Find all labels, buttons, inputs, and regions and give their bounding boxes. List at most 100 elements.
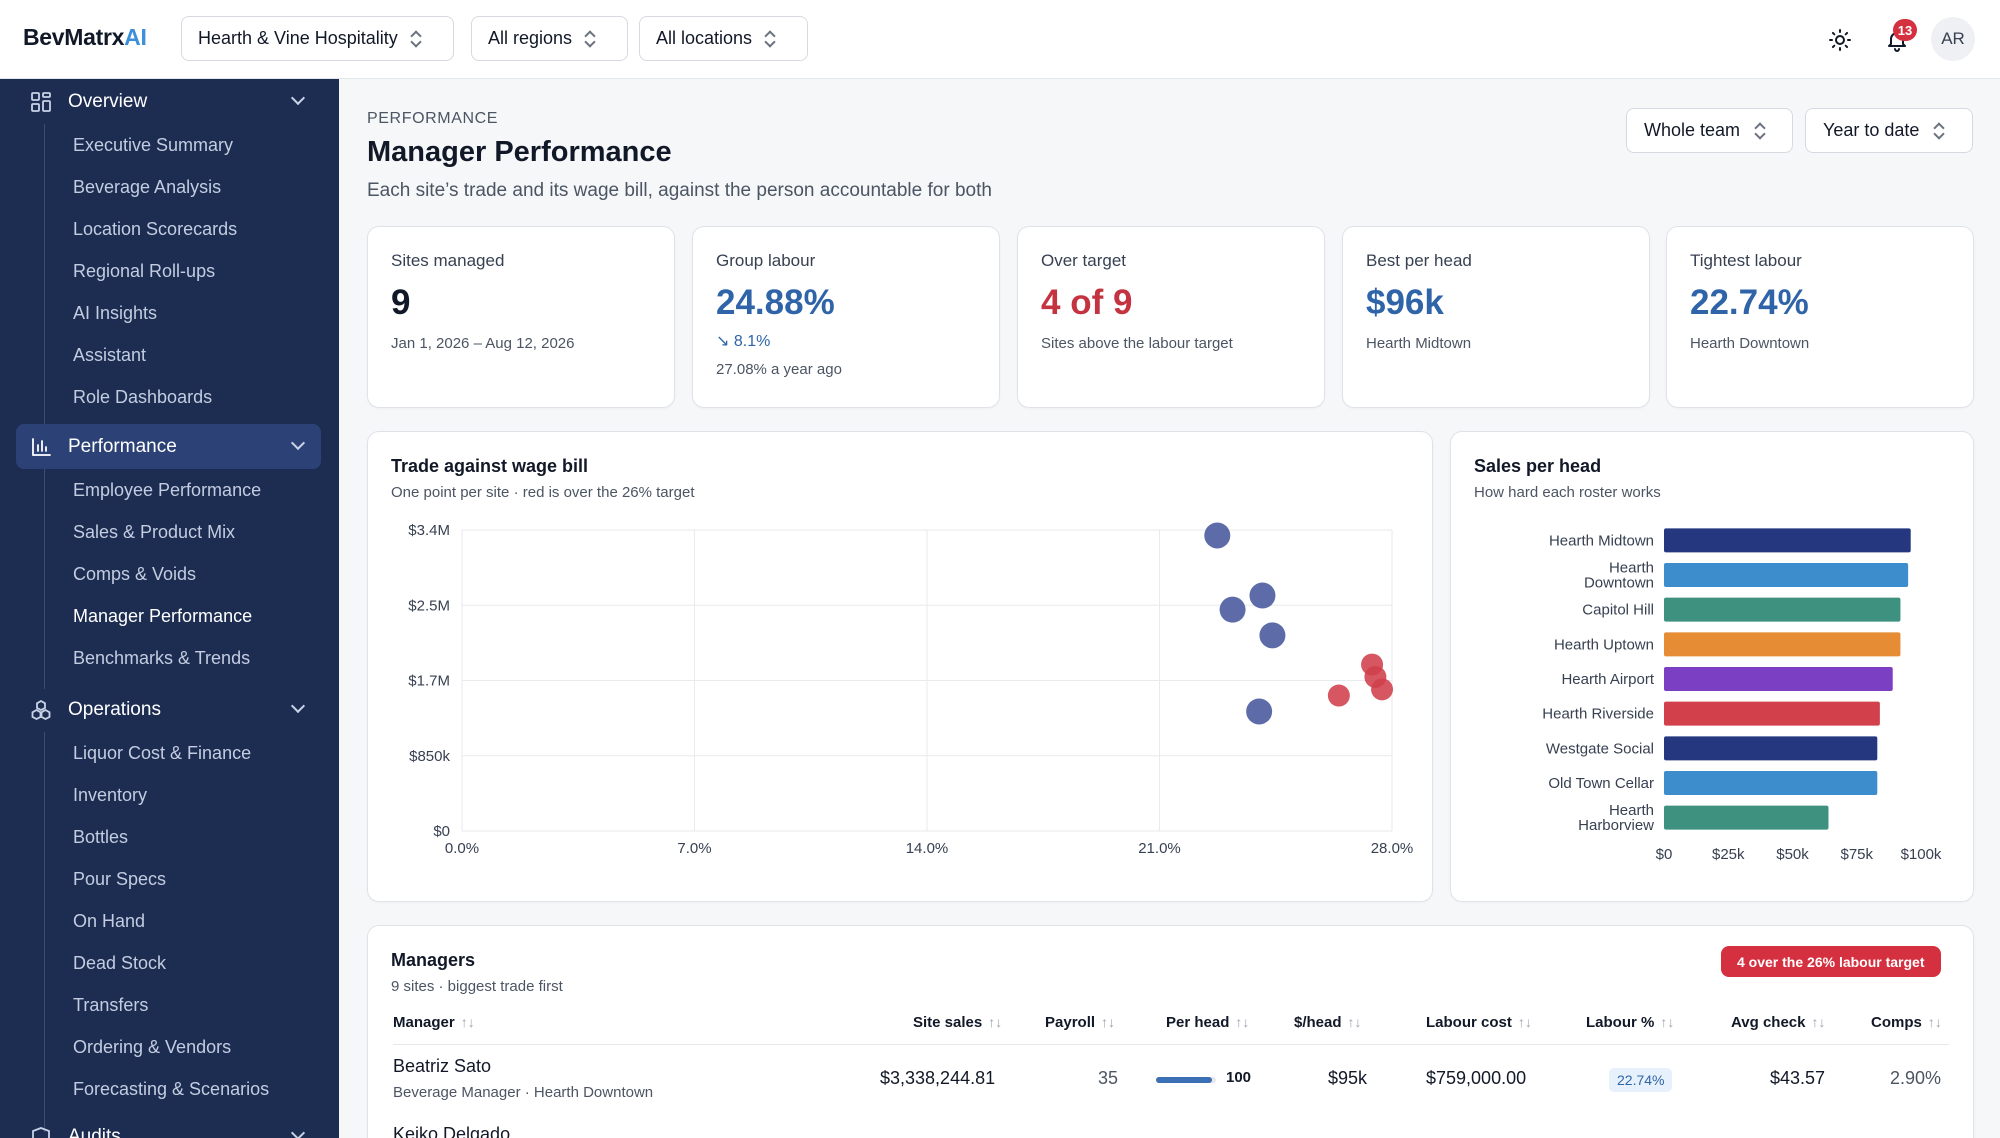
location-select-value: All locations bbox=[656, 28, 753, 48]
kpi-card-over-target: Over target 4 of 9 Sites above the labou… bbox=[1017, 226, 1325, 408]
sidebar-item-ai-insights[interactable]: AI Insights bbox=[73, 303, 158, 323]
sidebar-item-bottles[interactable]: Bottles bbox=[73, 827, 129, 847]
sidebar-item-dead-stock[interactable]: Dead Stock bbox=[73, 953, 167, 973]
sidebar-item-transfers[interactable]: Transfers bbox=[73, 995, 149, 1015]
manager-name[interactable]: Keiko Delgado bbox=[393, 1124, 511, 1138]
sidebar-item-on-hand[interactable]: On Hand bbox=[73, 911, 146, 931]
y-tick-label: $2.5M bbox=[408, 597, 450, 614]
sidebar-item-beverage-analysis[interactable]: Beverage Analysis bbox=[73, 177, 222, 197]
cell-payroll: 35 bbox=[1098, 1068, 1119, 1088]
user-avatar[interactable]: AR bbox=[1931, 17, 1975, 61]
column-header-comps[interactable]: Comps ↑↓ bbox=[1871, 1014, 1942, 1031]
bar bbox=[1664, 805, 1829, 830]
sidebar-tree-line bbox=[44, 732, 45, 1132]
chevron-down-icon bbox=[290, 1125, 306, 1138]
sidebar-item-regional-rollups[interactable]: Regional Roll-ups bbox=[73, 261, 216, 281]
chart-title: Trade against wage bill bbox=[391, 456, 589, 476]
category-label: Hearth Midtown bbox=[1549, 532, 1654, 549]
bar bbox=[1664, 597, 1901, 622]
kpi-label: Tightest labour bbox=[1690, 251, 1802, 270]
chevron-down-icon bbox=[290, 435, 306, 451]
column-header-site-sales[interactable]: Site sales ↑↓ bbox=[913, 1014, 1003, 1031]
theme-toggle-sun-icon[interactable] bbox=[1822, 22, 1858, 58]
kpi-value: $96k bbox=[1366, 283, 1444, 322]
column-header-labour-pct[interactable]: Labour % ↑↓ bbox=[1586, 1014, 1675, 1031]
column-header-labour-cost[interactable]: Labour cost ↑↓ bbox=[1426, 1014, 1532, 1031]
organization-select-value: Hearth & Vine Hospitality bbox=[198, 28, 398, 48]
top-bar: BevMatrxAI Hearth & Vine Hospitality All… bbox=[0, 0, 2000, 79]
sidebar-group-label: Overview bbox=[68, 90, 148, 112]
sidebar-group-performance[interactable]: Performance bbox=[16, 424, 321, 469]
sidebar-item-sales-product-mix[interactable]: Sales & Product Mix bbox=[73, 522, 236, 542]
column-header-dollar-per-head[interactable]: $/head ↑↓ bbox=[1294, 1014, 1362, 1031]
page-title: Manager Performance bbox=[367, 136, 672, 168]
sidebar-group-label: Operations bbox=[68, 698, 161, 720]
sidebar-item-role-dashboards[interactable]: Role Dashboards bbox=[73, 387, 213, 407]
region-select[interactable]: All regions bbox=[471, 16, 628, 61]
column-header-per-head[interactable]: Per head ↑↓ bbox=[1166, 1014, 1250, 1031]
sidebar-item-liquor-cost-finance[interactable]: Liquor Cost & Finance bbox=[73, 743, 252, 763]
chart-title: Sales per head bbox=[1474, 456, 1602, 476]
region-select-value: All regions bbox=[488, 28, 573, 48]
sidebar-item-comps-voids[interactable]: Comps & Voids bbox=[73, 564, 197, 584]
sidebar-item-forecasting-scenarios[interactable]: Forecasting & Scenarios bbox=[73, 1079, 270, 1099]
sidebar-item-pour-specs[interactable]: Pour Specs bbox=[73, 869, 167, 889]
x-tick-label: $75k bbox=[1840, 846, 1873, 863]
updown-chevron-icon bbox=[764, 30, 776, 48]
updown-chevron-icon bbox=[584, 30, 596, 48]
cell-labour-cost: $759,000.00 bbox=[1426, 1068, 1527, 1088]
x-tick-label: $25k bbox=[1712, 846, 1745, 863]
sidebar-item-assistant[interactable]: Assistant bbox=[73, 345, 147, 365]
sidebar-item-manager-performance[interactable]: Manager Performance bbox=[73, 606, 253, 626]
kpi-trend: ↘ 8.1% bbox=[716, 331, 770, 351]
period-select[interactable]: Year to date bbox=[1805, 108, 1973, 153]
column-header-avg-check[interactable]: Avg check ↑↓ bbox=[1731, 1014, 1826, 1031]
sidebar-group-audits[interactable]: Audits bbox=[16, 1114, 321, 1138]
bar bbox=[1664, 736, 1878, 761]
sidebar-item-ordering-vendors[interactable]: Ordering & Vendors bbox=[73, 1037, 232, 1057]
y-tick-label: $1.7M bbox=[408, 673, 450, 690]
sidebar-item-location-scorecards[interactable]: Location Scorecards bbox=[73, 219, 238, 239]
sidebar-group-label: Performance bbox=[68, 435, 177, 457]
shield-icon bbox=[32, 1127, 50, 1138]
kpi-footnote: 27.08% a year ago bbox=[716, 361, 842, 378]
sidebar-item-inventory[interactable]: Inventory bbox=[73, 785, 148, 805]
chart-subtitle: How hard each roster works bbox=[1474, 484, 1661, 501]
y-tick-label: $850k bbox=[409, 748, 450, 765]
team-select[interactable]: Whole team bbox=[1626, 108, 1793, 153]
sidebar: Overview Executive Summary Beverage Anal… bbox=[0, 79, 339, 1138]
bar bbox=[1664, 667, 1893, 691]
cell-labour-pct: 22.74% bbox=[1609, 1068, 1673, 1092]
brand-logo[interactable]: BevMatrxAI bbox=[23, 24, 147, 50]
column-header-manager[interactable]: Manager ↑↓ bbox=[393, 1014, 475, 1031]
per-head-bar-fill bbox=[1156, 1077, 1212, 1083]
location-select[interactable]: All locations bbox=[639, 16, 808, 61]
sidebar-item-benchmarks-trends[interactable]: Benchmarks & Trends bbox=[73, 648, 251, 668]
scatter-point bbox=[1246, 698, 1273, 725]
boxes-icon bbox=[31, 699, 51, 721]
sidebar-item-executive-summary[interactable]: Executive Summary bbox=[73, 135, 234, 155]
manager-name[interactable]: Beatriz Sato bbox=[393, 1056, 492, 1076]
x-tick-label: 28.0% bbox=[1371, 840, 1414, 857]
scatter-point-over-target bbox=[1371, 678, 1394, 701]
kpi-card-group-labour: Group labour 24.88% ↘ 8.1% 27.08% a year… bbox=[692, 226, 1000, 408]
bar bbox=[1664, 632, 1901, 657]
kpi-footnote: Sites above the labour target bbox=[1041, 335, 1233, 352]
category-label: Harborview bbox=[1578, 817, 1654, 834]
column-header-payroll[interactable]: Payroll ↑↓ bbox=[1045, 1014, 1116, 1031]
table-header-divider bbox=[393, 1044, 1949, 1045]
organization-select[interactable]: Hearth & Vine Hospitality bbox=[181, 16, 454, 61]
period-select-value: Year to date bbox=[1823, 120, 1920, 140]
x-tick-label: 21.0% bbox=[1138, 840, 1181, 857]
sidebar-item-employee-performance[interactable]: Employee Performance bbox=[73, 480, 262, 500]
category-label: Hearth Airport bbox=[1561, 671, 1654, 688]
kpi-card-tightest-labour: Tightest labour 22.74% Hearth Downtown bbox=[1666, 226, 1974, 408]
bar bbox=[1664, 528, 1911, 553]
cell-dollar-per-head: $95k bbox=[1328, 1068, 1368, 1088]
sidebar-group-overview[interactable]: Overview bbox=[16, 79, 321, 124]
sidebar-group-operations[interactable]: Operations bbox=[16, 687, 321, 732]
category-label: Downtown bbox=[1584, 575, 1654, 592]
category-label: Hearth bbox=[1609, 560, 1654, 577]
category-label: Hearth Riverside bbox=[1542, 706, 1654, 723]
